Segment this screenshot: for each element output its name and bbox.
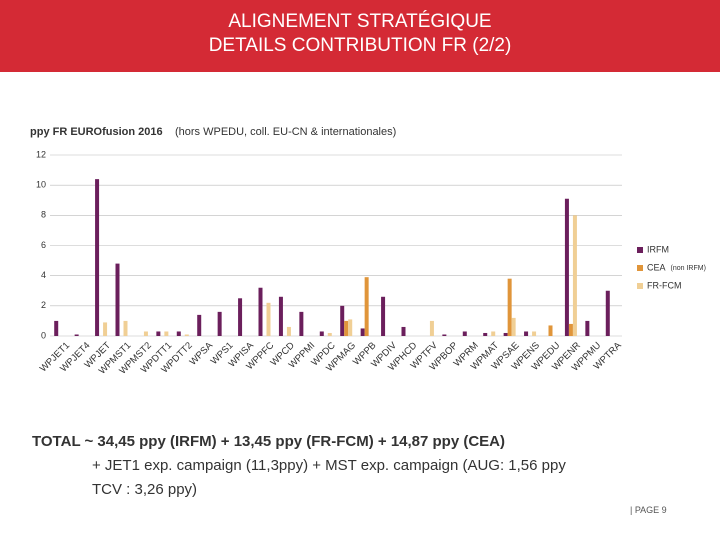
legend-swatch: [637, 247, 643, 253]
bar: [74, 334, 79, 336]
bar: [238, 298, 243, 336]
bar: [344, 320, 349, 336]
bar: [278, 296, 283, 336]
bar: [95, 179, 100, 336]
bar: [507, 278, 512, 336]
bar: [364, 277, 369, 336]
bar: [340, 305, 345, 336]
legend-note: (non IRFM): [671, 265, 706, 272]
bar: [319, 331, 324, 336]
bar: [462, 331, 467, 336]
bar: [54, 320, 59, 336]
header: ALIGNEMENT STRATÉGIQUE DETAILS CONTRIBUT…: [0, 0, 720, 72]
bar: [503, 332, 508, 336]
bar: [401, 326, 406, 336]
total-line: TCV : 3,26 ppy): [92, 481, 198, 498]
chart-subtitle: (hors WPEDU, coll. EU-CN & international…: [175, 126, 396, 138]
y-tick-label: 12: [36, 149, 46, 159]
x-tick-label: WPSA: [188, 340, 216, 368]
legend-swatch: [637, 283, 643, 289]
bar: [266, 302, 271, 336]
bar: [156, 331, 161, 336]
total-line: TOTAL ~ 34,45 ppy (IRFM) + 13,45 ppy (FR…: [32, 433, 506, 450]
bar: [164, 331, 169, 336]
bar: [103, 322, 108, 336]
bar: [564, 198, 569, 336]
bar: [286, 326, 291, 336]
y-tick-label: 10: [36, 180, 46, 190]
total-line: + JET1 exp. campaign (11,3ppy) + MST exp…: [92, 457, 566, 474]
bar: [483, 332, 488, 336]
bar: [491, 331, 496, 336]
bar: [381, 296, 386, 336]
bar: [327, 332, 332, 336]
bar: [197, 314, 202, 336]
bar: [585, 320, 590, 336]
bar: [524, 331, 529, 336]
bar: [605, 290, 610, 336]
bar: [442, 334, 447, 336]
bar: [143, 331, 148, 336]
title-line: DETAILS CONTRIBUTION FR (2/2): [208, 35, 512, 56]
chart: ppy FR EUROfusion 2016 (hors WPEDU, coll…: [30, 126, 706, 377]
legend-label: FR-FCM: [647, 280, 682, 290]
legend-label: IRFM: [647, 244, 669, 254]
bar: [572, 215, 577, 336]
chart-title: ppy FR EUROfusion 2016: [30, 126, 163, 138]
bar: [548, 325, 553, 336]
bar: [176, 331, 181, 336]
bar: [184, 334, 189, 336]
bar: [568, 323, 573, 336]
legend-swatch: [637, 265, 643, 271]
y-tick-label: 4: [41, 270, 46, 280]
bar: [115, 263, 120, 336]
y-tick-label: 0: [41, 330, 46, 340]
y-tick-label: 8: [41, 210, 46, 220]
legend-label: CEA: [647, 262, 666, 272]
bar: [299, 311, 304, 336]
bar: [511, 317, 516, 336]
bar: [360, 328, 365, 336]
bar: [348, 319, 353, 336]
page-number: | PAGE 9: [630, 505, 667, 515]
bar: [258, 287, 263, 336]
title-line: ALIGNEMENT STRATÉGIQUE: [228, 11, 492, 32]
bar: [532, 331, 537, 336]
y-tick-label: 6: [41, 240, 46, 250]
bar: [123, 320, 128, 336]
bar: [429, 320, 434, 336]
y-tick-label: 2: [41, 300, 46, 310]
bar: [217, 311, 222, 336]
